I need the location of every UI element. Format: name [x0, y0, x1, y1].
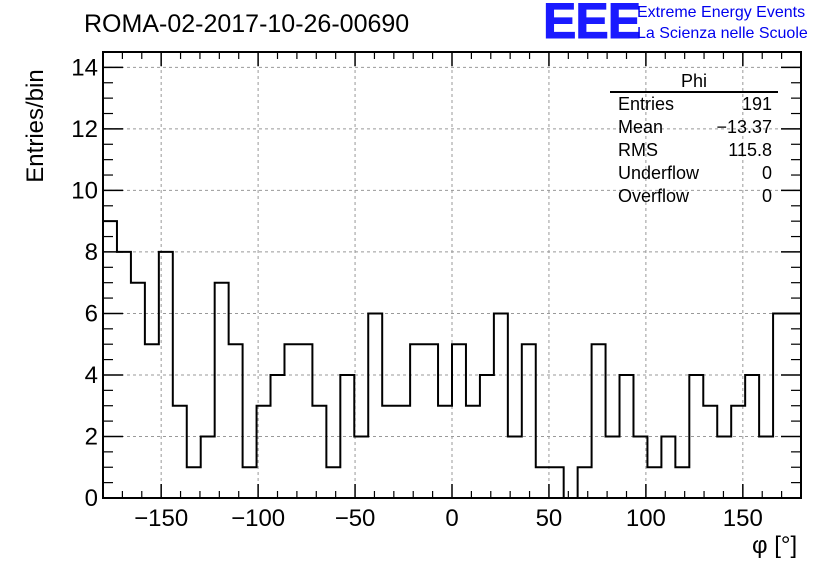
stats-value: 115.8	[728, 140, 772, 160]
ticks-layer	[103, 52, 801, 499]
histogram-bin	[410, 344, 424, 498]
histogram-bin	[494, 313, 508, 498]
histogram-bin	[620, 375, 634, 498]
x-tick-label: −150	[134, 505, 188, 532]
plot-frame	[102, 51, 802, 499]
x-tick-label: 0	[445, 505, 458, 532]
y-tick-label: 8	[85, 239, 98, 266]
histogram-bin	[703, 406, 717, 498]
histogram-bin	[452, 344, 466, 498]
y-tick-label: 2	[85, 423, 98, 450]
histogram-bin	[117, 252, 131, 498]
histogram-bin	[633, 436, 647, 498]
stats-box: Phi Entries 191 Mean −13.37 RMS 115.8 Un…	[610, 72, 778, 208]
histogram-bin	[396, 406, 410, 498]
page-title: ROMA-02-2017-10-26-00690	[84, 10, 410, 38]
histogram-bin	[312, 406, 326, 498]
histogram-bin	[522, 344, 536, 498]
histogram-bin	[368, 313, 382, 498]
histogram-bin	[201, 436, 215, 498]
histogram-bin	[298, 344, 312, 498]
histogram-bin	[257, 406, 271, 498]
histogram-bin	[647, 467, 661, 498]
y-tick-label: 6	[85, 300, 98, 327]
histogram-bin	[382, 406, 396, 498]
histogram-bin	[592, 344, 606, 498]
stats-label: Entries	[618, 94, 675, 114]
histogram-bin	[745, 375, 759, 498]
histogram-bin	[340, 375, 354, 498]
histogram-bin	[787, 313, 801, 498]
y-axis-label: Entries/bin	[22, 69, 49, 183]
histogram-bin	[606, 436, 620, 498]
stats-row-entries: Entries 191	[610, 93, 778, 116]
y-tick-label: 14	[71, 54, 98, 81]
histogram-bin	[675, 467, 689, 498]
x-tick-label: 100	[626, 505, 666, 532]
stats-label: Mean	[618, 117, 664, 137]
x-axis-label: φ [°]	[752, 532, 798, 559]
histogram-bin	[145, 344, 159, 498]
histogram-bin	[215, 283, 229, 498]
eee-logo: EEE	[542, 0, 641, 49]
histogram-bin	[578, 467, 592, 498]
histogram-bin	[661, 436, 675, 498]
histogram-bin	[243, 467, 257, 498]
histogram-bin	[229, 344, 243, 498]
histogram-bin	[536, 467, 550, 498]
stats-value: 0	[761, 163, 772, 183]
histogram-bin	[326, 467, 340, 498]
histogram-bin	[466, 406, 480, 498]
y-tick-label: 0	[85, 485, 98, 512]
x-tick-label: −100	[231, 505, 285, 532]
y-tick-label: 4	[85, 362, 98, 389]
x-tick-label: 150	[723, 505, 763, 532]
stats-value: 0	[761, 186, 772, 206]
tick-labels-layer: −150 −100 −50 0 50 100 150 0 2 4 6 8 10 12 14	[71, 54, 763, 532]
histogram-bin	[159, 252, 173, 498]
histogram-bin	[438, 406, 452, 498]
eee-tagline-2: La Scienza nelle Scuole	[637, 25, 808, 42]
histogram-bin	[424, 344, 438, 498]
y-tick-label: 12	[71, 116, 98, 143]
histogram-bin	[284, 344, 298, 498]
stats-row-overflow: Overflow 0	[610, 185, 778, 208]
stats-label: RMS	[618, 140, 658, 160]
histogram-bin	[480, 375, 494, 498]
stats-value: −13.37	[716, 117, 772, 137]
histogram-bin	[187, 467, 201, 498]
histogram-bin	[131, 283, 145, 498]
y-tick-label: 10	[71, 177, 98, 204]
stats-row-rms: RMS 115.8	[610, 139, 778, 162]
grid-layer	[103, 52, 801, 498]
histogram-bin	[103, 221, 117, 498]
stats-label: Underflow	[618, 163, 700, 183]
histogram-bin	[508, 436, 522, 498]
stats-row-underflow: Underflow 0	[610, 162, 778, 185]
stats-row-mean: Mean −13.37	[610, 116, 778, 139]
x-tick-label: 50	[536, 505, 563, 532]
histogram-step-line	[102, 220, 802, 499]
stats-title: Phi	[610, 72, 778, 93]
stats-value: 191	[741, 94, 772, 114]
histogram-bin	[717, 436, 731, 498]
eee-tagline-1: Extreme Energy Events	[637, 4, 806, 21]
x-tick-label: −50	[335, 505, 376, 532]
histogram-bin	[271, 375, 285, 498]
histogram-bin	[173, 406, 187, 498]
histogram-bin	[731, 406, 745, 498]
histogram-bin	[759, 436, 773, 498]
histogram-bin	[773, 313, 787, 498]
histogram-bin	[550, 467, 564, 498]
stats-label: Overflow	[618, 186, 690, 206]
histogram-bin	[689, 375, 703, 498]
histogram-bin	[354, 436, 368, 498]
